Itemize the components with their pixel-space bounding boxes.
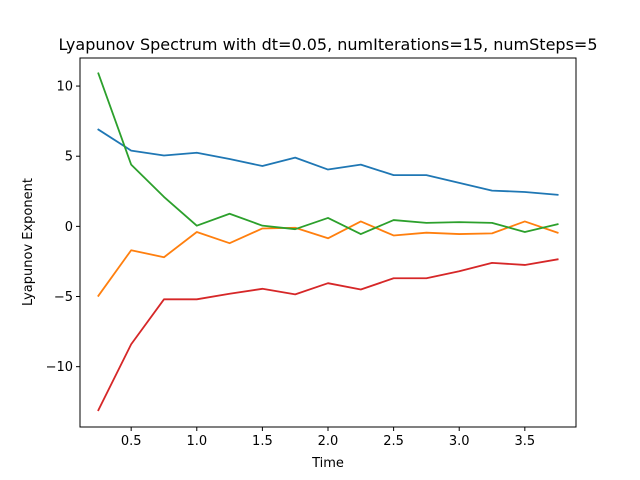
x-tick-label: 1.0 (186, 434, 207, 449)
y-axis-label: Lyapunov Exponent (21, 178, 36, 306)
series-line-2 (97, 220, 559, 298)
series-layer (97, 72, 559, 412)
series-line-1 (97, 128, 559, 196)
x-tick-label: 3.0 (449, 434, 470, 449)
y-tick-label: −10 (46, 360, 73, 375)
y-tick-label: −5 (54, 290, 73, 305)
y-tick-label: 5 (65, 150, 73, 165)
series-line-4 (97, 258, 559, 412)
y-tick-label: 0 (65, 220, 73, 235)
y-tick-label: 10 (56, 80, 73, 95)
y-axis: 10 5 0 −5 −10 (46, 80, 80, 375)
x-tick-label: 0.5 (121, 434, 142, 449)
x-axis-label: Time (311, 456, 344, 471)
x-tick-label: 3.5 (514, 434, 535, 449)
chart-title: Lyapunov Spectrum with dt=0.05, numItera… (58, 35, 597, 54)
x-tick-label: 2.0 (318, 434, 339, 449)
x-axis: 0.5 1.0 1.5 2.0 2.5 3.0 3.5 (121, 427, 535, 449)
x-tick-label: 2.5 (383, 434, 404, 449)
series-line-3 (97, 72, 559, 235)
x-tick-label: 1.5 (252, 434, 273, 449)
